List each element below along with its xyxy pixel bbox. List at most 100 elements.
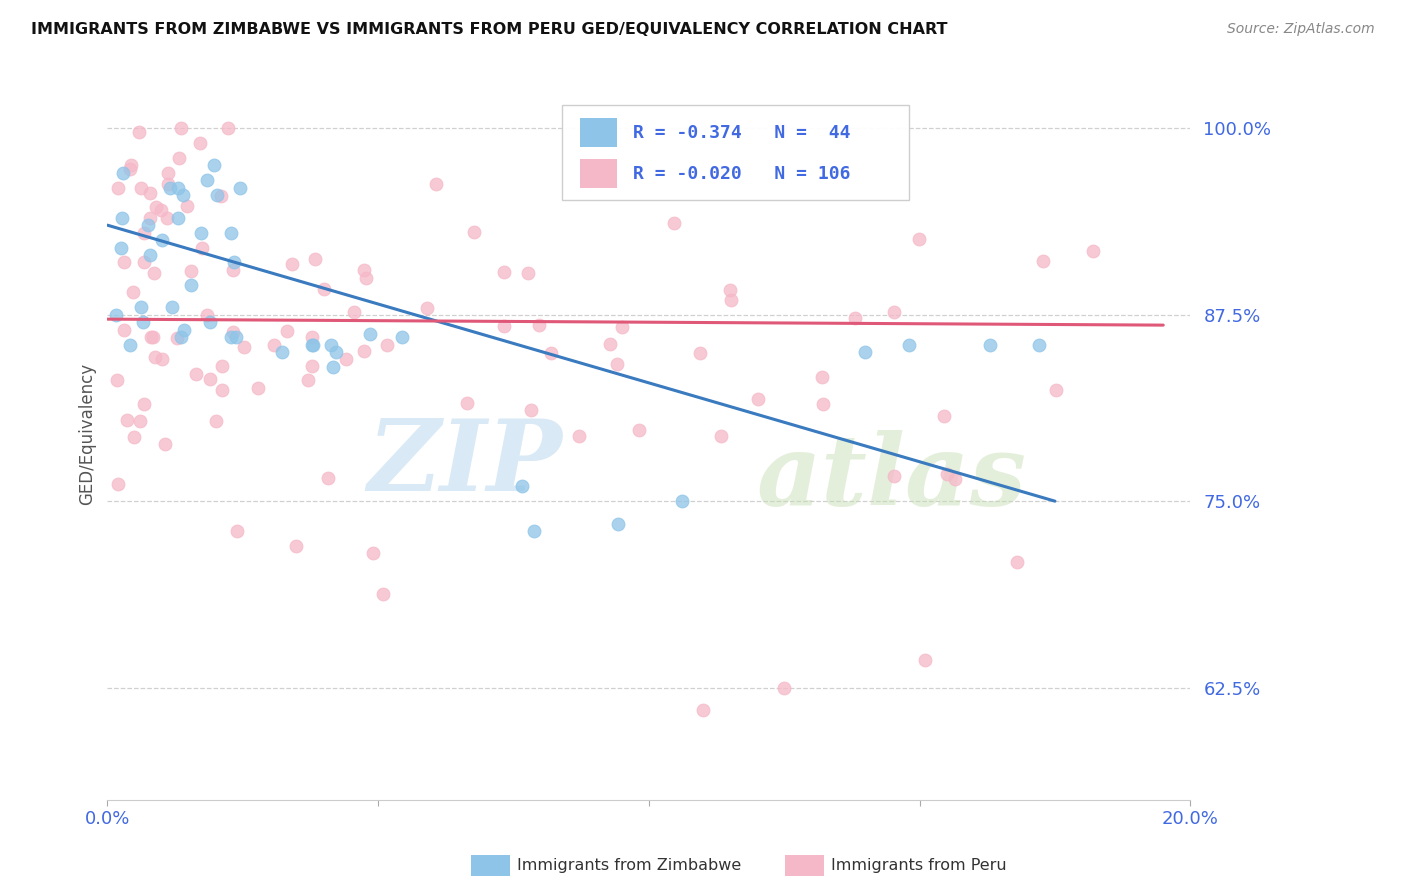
- Text: Source: ZipAtlas.com: Source: ZipAtlas.com: [1227, 22, 1375, 37]
- Point: [979, 337, 1001, 351]
- Point: [159, 181, 181, 195]
- Point: [517, 266, 540, 280]
- Point: [120, 159, 142, 173]
- Point: [143, 350, 166, 364]
- Point: [129, 181, 152, 195]
- Point: [321, 337, 343, 351]
- Point: [211, 359, 233, 373]
- Point: [184, 368, 207, 382]
- Point: [219, 330, 242, 344]
- Point: [540, 346, 562, 360]
- Text: IMMIGRANTS FROM ZIMBABWE VS IMMIGRANTS FROM PERU GED/EQUIVALENCY CORRELATION CHA: IMMIGRANTS FROM ZIMBABWE VS IMMIGRANTS F…: [31, 22, 948, 37]
- Y-axis label: GED/Equivalency: GED/Equivalency: [79, 363, 96, 505]
- Point: [219, 226, 242, 240]
- Point: [141, 330, 163, 344]
- Point: [361, 546, 384, 560]
- Point: [190, 226, 212, 240]
- Point: [1005, 555, 1028, 569]
- Point: [160, 300, 183, 314]
- Point: [720, 293, 742, 307]
- Point: [628, 423, 651, 437]
- Point: [304, 252, 326, 266]
- Point: [139, 186, 162, 201]
- Point: [523, 524, 546, 538]
- Point: [671, 494, 693, 508]
- FancyBboxPatch shape: [579, 119, 617, 147]
- Point: [301, 330, 323, 344]
- Point: [139, 248, 162, 262]
- FancyBboxPatch shape: [562, 105, 908, 200]
- Point: [111, 166, 134, 180]
- Point: [375, 338, 398, 352]
- Point: [198, 372, 221, 386]
- Point: [128, 125, 150, 139]
- Point: [166, 331, 188, 345]
- Point: [112, 323, 135, 337]
- Point: [325, 345, 347, 359]
- Point: [207, 188, 229, 202]
- Point: [195, 173, 218, 187]
- Point: [122, 285, 145, 299]
- Point: [222, 326, 245, 340]
- Point: [180, 264, 202, 278]
- FancyBboxPatch shape: [579, 159, 617, 188]
- Point: [492, 265, 515, 279]
- Point: [172, 188, 194, 202]
- Point: [1081, 244, 1104, 258]
- Point: [149, 202, 172, 217]
- Point: [706, 166, 728, 180]
- Text: Immigrants from Peru: Immigrants from Peru: [831, 858, 1007, 872]
- Text: atlas: atlas: [756, 430, 1028, 526]
- Point: [157, 166, 180, 180]
- Point: [689, 346, 711, 360]
- Point: [156, 211, 179, 225]
- Point: [510, 479, 533, 493]
- Point: [844, 311, 866, 326]
- Point: [883, 469, 905, 483]
- Point: [302, 337, 325, 351]
- Point: [229, 181, 252, 195]
- Point: [391, 330, 413, 344]
- Point: [191, 241, 214, 255]
- Point: [492, 319, 515, 334]
- Point: [456, 396, 478, 410]
- Point: [129, 300, 152, 314]
- Point: [134, 226, 156, 240]
- Point: [150, 233, 173, 247]
- Point: [335, 352, 357, 367]
- Point: [202, 159, 225, 173]
- Point: [188, 136, 211, 150]
- Point: [353, 344, 375, 359]
- Point: [124, 430, 146, 444]
- Text: Immigrants from Zimbabwe: Immigrants from Zimbabwe: [517, 858, 741, 872]
- Point: [935, 467, 957, 481]
- Point: [353, 263, 375, 277]
- Point: [263, 338, 285, 352]
- Point: [105, 374, 128, 388]
- Point: [120, 337, 142, 351]
- Point: [270, 345, 292, 359]
- Point: [280, 257, 302, 271]
- Point: [318, 471, 340, 485]
- Point: [356, 270, 378, 285]
- Point: [371, 587, 394, 601]
- Point: [167, 181, 190, 195]
- Point: [204, 414, 226, 428]
- Point: [662, 216, 685, 230]
- Point: [167, 151, 190, 165]
- Point: [276, 324, 298, 338]
- Point: [117, 413, 139, 427]
- Point: [301, 337, 323, 351]
- Point: [225, 330, 247, 344]
- Text: R = -0.020   N = 106: R = -0.020 N = 106: [633, 165, 851, 183]
- Point: [111, 211, 134, 225]
- Point: [112, 255, 135, 269]
- Point: [211, 383, 233, 397]
- Point: [610, 320, 633, 334]
- Point: [914, 653, 936, 667]
- Point: [143, 266, 166, 280]
- Point: [176, 199, 198, 213]
- Point: [1032, 253, 1054, 268]
- Point: [897, 337, 920, 351]
- Point: [811, 370, 834, 384]
